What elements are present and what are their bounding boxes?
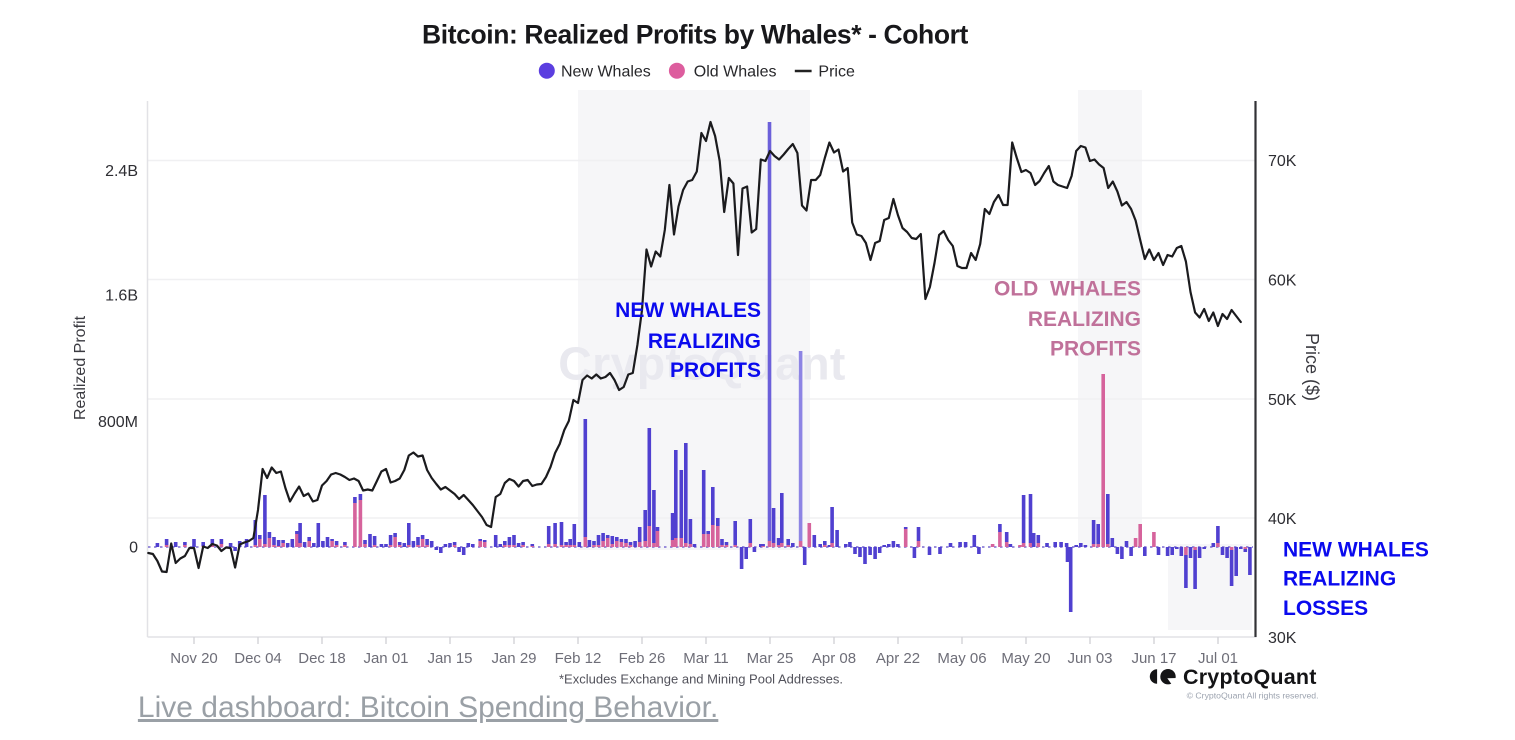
svg-text:PROFITS: PROFITS <box>1050 338 1141 361</box>
svg-text:Jan 15: Jan 15 <box>427 650 472 667</box>
svg-text:OLD WHALES: OLD WHALES <box>994 278 1141 301</box>
svg-text:Live dashboard: Bitcoin Spendi: Live dashboard: Bitcoin Spending Behavio… <box>138 691 718 724</box>
svg-text:Nov 20: Nov 20 <box>170 650 218 667</box>
svg-text:Jan 29: Jan 29 <box>491 650 536 667</box>
svg-text:Jul 01: Jul 01 <box>1198 650 1238 667</box>
svg-text:Price: Price <box>818 64 855 81</box>
svg-text:1.6B: 1.6B <box>105 288 138 305</box>
svg-text:CryptoQuant: CryptoQuant <box>558 337 845 389</box>
svg-text:REALIZING: REALIZING <box>1028 308 1141 331</box>
svg-text:40K: 40K <box>1268 511 1297 528</box>
svg-text:Jan 01: Jan 01 <box>363 650 408 667</box>
svg-text:Feb 26: Feb 26 <box>619 650 666 667</box>
svg-text:PROFITS: PROFITS <box>670 359 761 382</box>
svg-text:60K: 60K <box>1268 273 1297 290</box>
svg-text:Dec 18: Dec 18 <box>298 650 346 667</box>
svg-text:Realized Profit: Realized Profit <box>72 315 89 420</box>
svg-text:Apr 22: Apr 22 <box>876 650 920 667</box>
svg-text:Mar 11: Mar 11 <box>683 650 729 667</box>
svg-text:Old Whales: Old Whales <box>694 64 777 81</box>
svg-text:Bitcoin: Realized Profits by W: Bitcoin: Realized Profits by Whales* - C… <box>422 20 968 50</box>
svg-text:May 06: May 06 <box>937 650 986 667</box>
svg-text:LOSSES: LOSSES <box>1283 597 1368 620</box>
svg-text:30K: 30K <box>1268 630 1297 647</box>
svg-text:Dec 04: Dec 04 <box>234 650 282 667</box>
svg-text:Apr 08: Apr 08 <box>812 650 856 667</box>
svg-text:Price ($): Price ($) <box>1302 333 1322 401</box>
svg-text:© CryptoQuant All rights reser: © CryptoQuant All rights reserved. <box>1187 691 1319 701</box>
svg-text:NEW WHALES: NEW WHALES <box>1283 539 1429 562</box>
svg-text:2.4B: 2.4B <box>105 163 138 180</box>
svg-text:*Excludes Exchange and Mining: *Excludes Exchange and Mining Pool Addre… <box>559 672 843 687</box>
svg-text:Jun 03: Jun 03 <box>1067 650 1112 667</box>
svg-text:800M: 800M <box>98 414 138 431</box>
svg-text:70K: 70K <box>1268 153 1297 170</box>
svg-text:NEW WHALES: NEW WHALES <box>615 299 761 322</box>
svg-text:Feb 12: Feb 12 <box>555 650 602 667</box>
svg-text:50K: 50K <box>1268 392 1297 409</box>
svg-text:Mar 25: Mar 25 <box>747 650 794 667</box>
svg-text:REALIZING: REALIZING <box>648 330 761 353</box>
svg-text:0: 0 <box>129 540 138 557</box>
svg-text:New Whales: New Whales <box>561 64 651 81</box>
svg-text:CryptoQuant: CryptoQuant <box>1183 665 1317 689</box>
svg-text:May 20: May 20 <box>1001 650 1050 667</box>
svg-text:Jun 17: Jun 17 <box>1131 650 1176 667</box>
svg-text:REALIZING: REALIZING <box>1283 567 1396 590</box>
